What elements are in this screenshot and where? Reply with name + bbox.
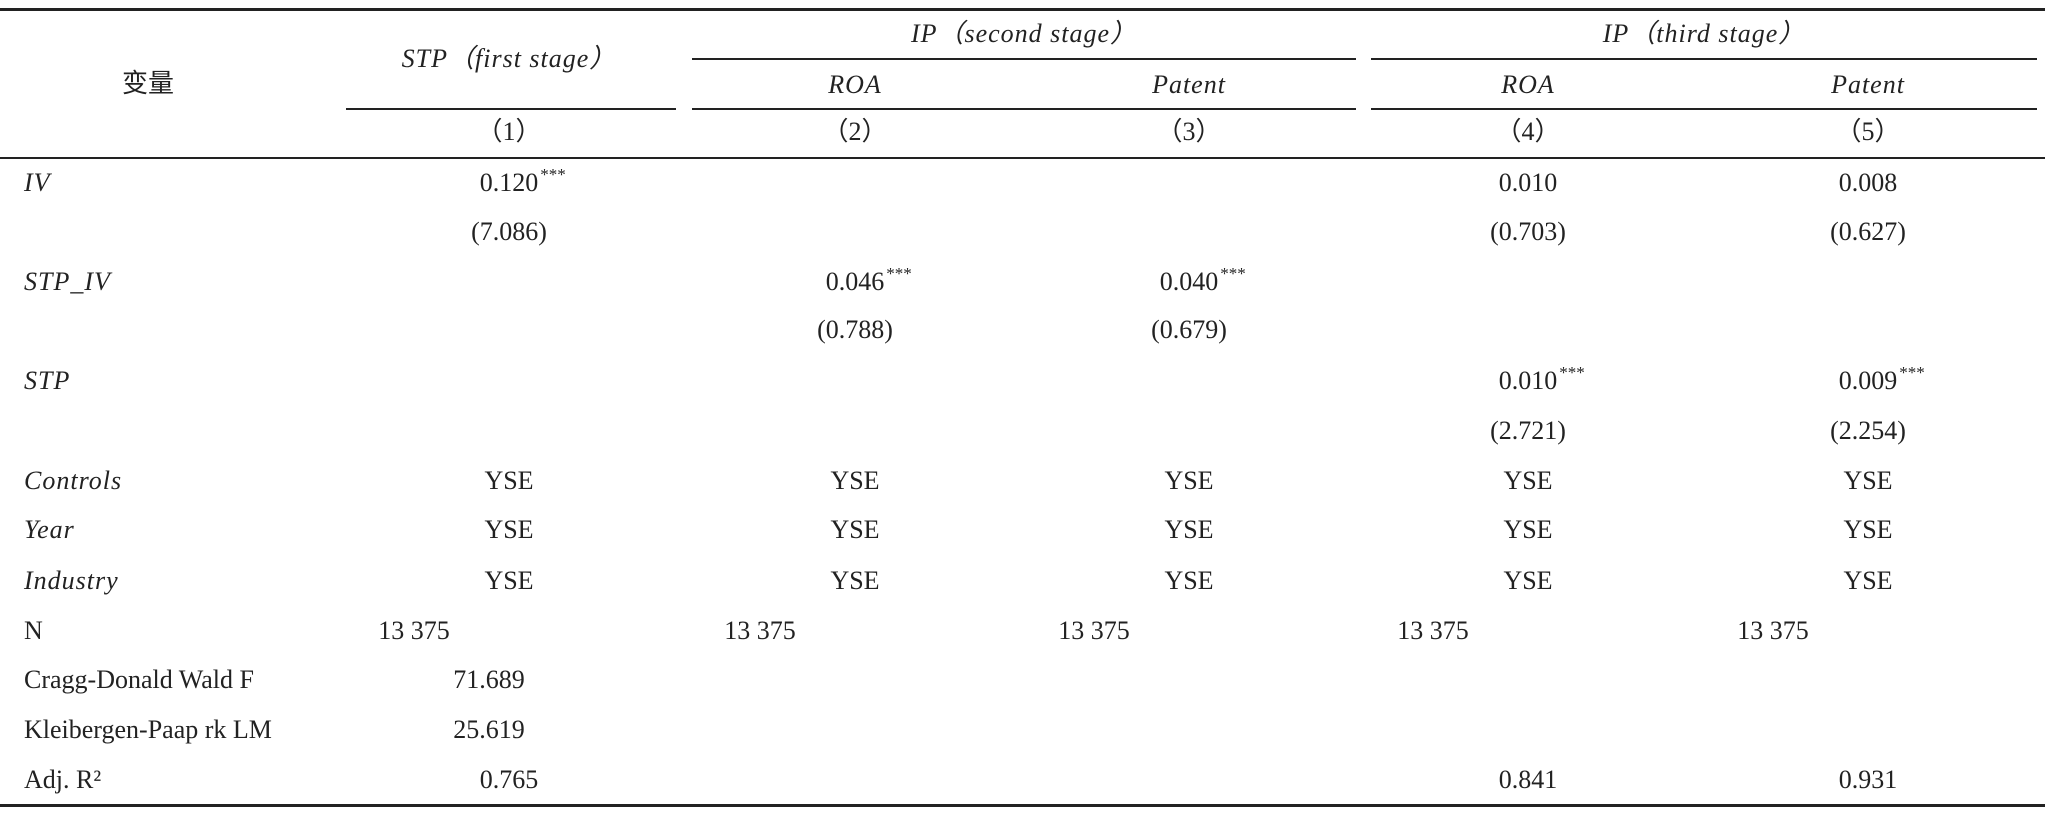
cell-value: 13 375 xyxy=(1397,616,1469,645)
cell-value: YSE xyxy=(830,515,880,544)
cell-value: YSE xyxy=(484,466,534,495)
cell-value: 0.010 xyxy=(1498,168,1558,197)
sub-header: Patent xyxy=(1831,70,1905,99)
cell-value: 0.010 *** xyxy=(1499,363,1585,396)
bottom-rule xyxy=(0,804,2045,807)
sub-header: Patent xyxy=(1152,70,1226,99)
cell-value: (0.788) xyxy=(817,315,893,344)
body-rule xyxy=(0,157,2045,159)
cell-value: 0.046 *** xyxy=(826,264,912,297)
row-label: STP xyxy=(24,366,71,395)
cell-value: (0.627) xyxy=(1830,217,1906,246)
cell-value: 13 375 xyxy=(724,616,796,645)
header-rule xyxy=(346,108,676,110)
cell-value: 13 375 xyxy=(378,616,450,645)
column-number: （2） xyxy=(822,117,888,146)
column-number: （4） xyxy=(1495,117,1561,146)
row-label: N xyxy=(24,616,43,645)
cell-value: YSE xyxy=(1164,566,1214,595)
row-label: Cragg-Donald Wald F xyxy=(24,665,254,694)
cell-value: YSE xyxy=(830,566,880,595)
cell-value: YSE xyxy=(1503,515,1553,544)
column-number: （5） xyxy=(1835,117,1901,146)
significance-stars: *** xyxy=(1899,363,1925,382)
cell-value: 0.765 xyxy=(479,765,539,794)
sub-header: ROA xyxy=(1501,70,1555,99)
cell-value: YSE xyxy=(1843,466,1893,495)
cell-value: 0.841 xyxy=(1498,765,1558,794)
column-number: （3） xyxy=(1156,117,1222,146)
cell-value: (2.254) xyxy=(1830,416,1906,445)
cell-value: YSE xyxy=(484,566,534,595)
cell-value: 0.009 *** xyxy=(1839,363,1925,396)
column-number: （1） xyxy=(476,117,542,146)
top-rule xyxy=(0,8,2045,11)
cell-value: 13 375 xyxy=(1058,616,1130,645)
group-rule xyxy=(692,58,1356,60)
cell-value: 0.040 *** xyxy=(1160,264,1246,297)
significance-stars: *** xyxy=(886,264,912,283)
significance-stars: *** xyxy=(540,165,566,184)
row-label: Kleibergen-Paap rk LM xyxy=(24,715,272,744)
header-rule xyxy=(1371,108,2037,110)
cell-value: YSE xyxy=(1843,566,1893,595)
cell-value: 0.931 xyxy=(1838,765,1898,794)
cell-value: 25.619 xyxy=(453,715,525,744)
variable-header: 变量 xyxy=(121,69,175,98)
cell-value: YSE xyxy=(1843,515,1893,544)
cell-value: 0.008 xyxy=(1838,168,1898,197)
row-label: Year xyxy=(24,515,75,544)
group-header: IP（third stage） xyxy=(1602,19,1806,48)
cell-value: (7.086) xyxy=(471,217,547,246)
cell-value: 13 375 xyxy=(1737,616,1809,645)
cell-value: 0.120 *** xyxy=(480,165,566,198)
group-rule xyxy=(1371,58,2037,60)
row-label: STP_IV xyxy=(24,267,111,296)
cell-value: YSE xyxy=(1503,566,1553,595)
cell-value: YSE xyxy=(1164,466,1214,495)
cell-value: 71.689 xyxy=(453,665,525,694)
significance-stars: *** xyxy=(1220,264,1246,283)
row-label: Industry xyxy=(24,566,119,595)
significance-stars: *** xyxy=(1559,363,1585,382)
cell-value: (0.703) xyxy=(1490,217,1566,246)
sub-header: ROA xyxy=(828,70,882,99)
header-rule xyxy=(692,108,1356,110)
group-header: IP（second stage） xyxy=(910,19,1138,48)
row-label: Controls xyxy=(24,466,123,495)
cell-value: (2.721) xyxy=(1490,416,1566,445)
cell-value: YSE xyxy=(830,466,880,495)
group-header: STP（first stage） xyxy=(401,44,617,73)
cell-value: YSE xyxy=(1503,466,1553,495)
cell-value: YSE xyxy=(1164,515,1214,544)
cell-value: (0.679) xyxy=(1151,315,1227,344)
row-label: IV xyxy=(24,168,51,197)
cell-value: YSE xyxy=(484,515,534,544)
row-label: Adj. R² xyxy=(24,765,102,794)
